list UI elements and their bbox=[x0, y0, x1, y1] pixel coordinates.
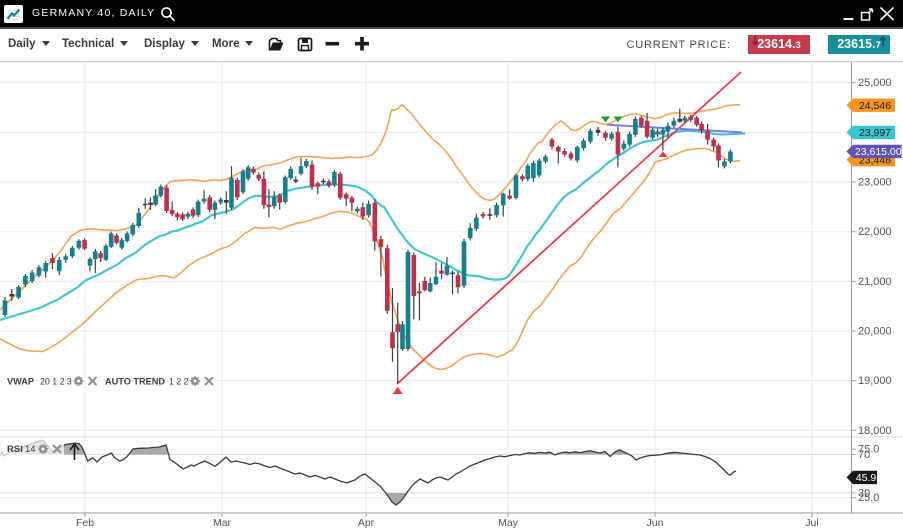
svg-text:20 1 2 3: 20 1 2 3 bbox=[40, 377, 72, 387]
svg-text:25,000: 25,000 bbox=[858, 77, 892, 89]
svg-text:23,000: 23,000 bbox=[858, 177, 892, 189]
svg-text:23,615.00: 23,615.00 bbox=[855, 146, 902, 158]
svg-text:23,997: 23,997 bbox=[859, 127, 891, 139]
svg-text:21,000: 21,000 bbox=[858, 276, 892, 288]
svg-text:19,000: 19,000 bbox=[858, 375, 892, 387]
svg-text:VWAP: VWAP bbox=[7, 377, 34, 387]
svg-text:AUTO TREND: AUTO TREND bbox=[105, 377, 165, 387]
svg-text:RSI: RSI bbox=[7, 444, 23, 455]
svg-text:18,000: 18,000 bbox=[858, 425, 892, 437]
svg-text:Mar: Mar bbox=[213, 517, 232, 529]
svg-text:75.0: 75.0 bbox=[858, 444, 879, 456]
svg-text:Jun: Jun bbox=[647, 517, 664, 529]
svg-text:Feb: Feb bbox=[76, 517, 94, 529]
svg-text:1 2 2: 1 2 2 bbox=[169, 377, 189, 387]
svg-text:14: 14 bbox=[25, 444, 36, 455]
svg-text:70: 70 bbox=[858, 449, 870, 461]
svg-text:22,000: 22,000 bbox=[858, 226, 892, 238]
svg-text:24,546: 24,546 bbox=[859, 100, 891, 112]
svg-text:May: May bbox=[498, 517, 519, 529]
svg-text:30: 30 bbox=[858, 487, 870, 499]
svg-text:20,000: 20,000 bbox=[858, 326, 892, 338]
svg-text:Apr: Apr bbox=[358, 517, 375, 529]
svg-text:25.0: 25.0 bbox=[858, 492, 879, 504]
svg-text:45.9: 45.9 bbox=[856, 472, 877, 484]
svg-text:Jul: Jul bbox=[805, 517, 818, 529]
